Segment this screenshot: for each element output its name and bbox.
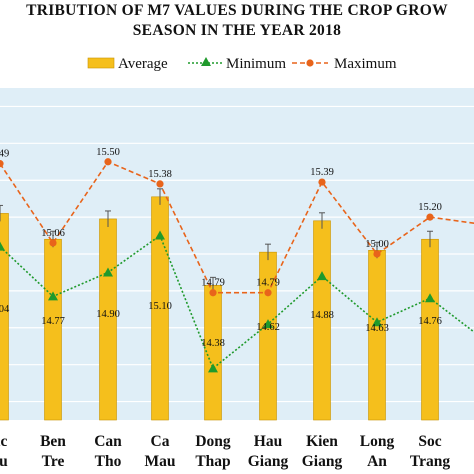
maximum-marker [209,289,217,297]
data-label-maximum: 15.00 [365,239,389,250]
data-label-minimum: 15.10 [148,301,172,312]
data-label-minimum: 04 [0,304,10,315]
x-tick-label: Kien [306,433,338,450]
data-label-maximum: 15.50 [96,147,120,158]
chart-title-line2: SEASON IN THE YEAR 2018 [132,22,342,39]
legend-maximum-marker [306,59,314,67]
x-tick-label: Soc [418,433,441,450]
x-tick-label: Thap [195,453,230,470]
maximum-marker [373,250,381,258]
data-label-maximum: 15.06 [41,228,65,239]
x-tick-label: Mau [145,453,176,470]
x-tick-label: Giang [248,453,289,470]
x-tick-label: Hau [254,433,283,450]
data-label-maximum: 15.20 [418,202,442,213]
series-maximum-line [0,160,474,294]
minimum-marker [372,317,382,327]
x-tick-label: Dong [195,433,231,450]
minimum-marker [155,230,165,240]
bar-average [44,238,62,421]
maximum-marker [49,239,57,247]
maximum-marker [156,180,164,188]
data-label-minimum: 14.90 [96,309,120,320]
maximum-marker [318,178,326,186]
minimum-marker [48,291,58,301]
x-tick-label: ac [0,433,7,450]
data-label-minimum: 14.76 [418,316,442,327]
data-label-maximum: 49 [0,149,9,160]
bar-average [0,213,9,421]
data-label-minimum: 14.77 [41,316,65,327]
maximum-marker [264,289,272,297]
x-tick-label: An [367,453,387,470]
data-label-minimum: 14.88 [310,310,334,321]
x-tick-label: Tho [95,453,122,470]
data-label-maximum: 15.38 [148,169,172,180]
x-tick-label: eu [0,453,8,470]
data-label-maximum: 14.79 [256,278,280,289]
chart-title-line1: TRIBUTION OF M7 VALUES DURING THE CROP G… [26,2,448,19]
minimum-marker [317,271,327,281]
minimum-marker [103,267,113,277]
x-tick-label: Long [360,433,395,450]
x-tick-label: Giang [302,453,343,470]
legend-average-label: Average [118,56,168,72]
bar-average [368,250,386,421]
data-label-minimum: 14.62 [256,322,280,333]
bar-average [204,285,222,421]
data-label-maximum: 15.39 [310,167,334,178]
minimum-marker [425,293,435,303]
minimum-marker [208,363,218,373]
x-tick-label: Can [94,433,122,450]
maximum-marker [0,160,4,168]
x-tick-label: Ben [40,433,66,450]
data-label-maximum: 14.79 [201,278,225,289]
x-tick-label: Ca [151,433,170,450]
minimum-marker [263,319,273,329]
legend-maximum-label: Maximum [334,56,397,72]
legend-minimum-marker [201,57,211,66]
minimum-marker [0,241,5,251]
data-label-minimum: 14.38 [201,338,225,349]
maximum-marker [426,213,434,221]
legend-average-swatch [87,57,115,69]
bar-average [421,238,439,421]
x-tick-label: Tre [42,453,65,470]
legend-minimum-label: Minimum [226,56,286,72]
maximum-marker [104,158,112,166]
data-label-minimum: 14.63 [365,323,389,334]
x-tick-label: Trang [410,453,450,470]
